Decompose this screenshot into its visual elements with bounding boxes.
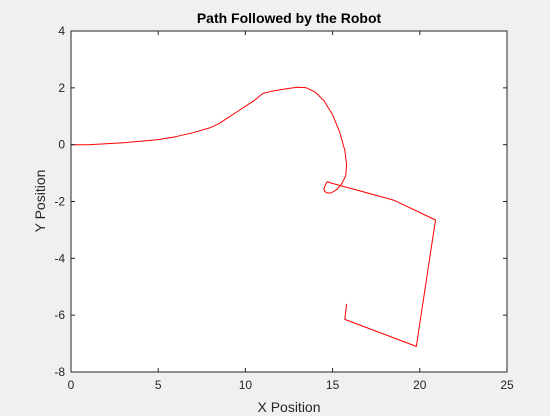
y-tick-label: 2 bbox=[58, 81, 65, 95]
chart-title: Path Followed by the Robot bbox=[197, 10, 382, 26]
x-axis-ticks: 0 5 10 15 20 25 bbox=[68, 31, 514, 392]
x-tick-label: 0 bbox=[68, 378, 75, 392]
y-axis-label: Y Position bbox=[32, 170, 48, 233]
series-layer bbox=[71, 86, 436, 347]
x-tick-label: 5 bbox=[155, 378, 162, 392]
y-tick-label: -2 bbox=[54, 195, 65, 209]
y-tick-label: -8 bbox=[54, 365, 65, 379]
y-tick-label: -4 bbox=[54, 251, 65, 265]
x-tick-label: 25 bbox=[500, 378, 514, 392]
plot-area bbox=[71, 31, 507, 372]
x-tick-label: 10 bbox=[239, 378, 253, 392]
y-tick-label: 0 bbox=[58, 138, 65, 152]
robot-path-line bbox=[71, 86, 436, 347]
x-axis-label: X Position bbox=[257, 399, 320, 415]
x-tick-label: 15 bbox=[326, 378, 340, 392]
y-tick-label: 4 bbox=[58, 24, 65, 38]
y-axis-ticks: -8 -6 -4 -2 0 2 4 bbox=[54, 24, 507, 379]
y-tick-label: -6 bbox=[54, 308, 65, 322]
x-tick-label: 20 bbox=[413, 378, 427, 392]
